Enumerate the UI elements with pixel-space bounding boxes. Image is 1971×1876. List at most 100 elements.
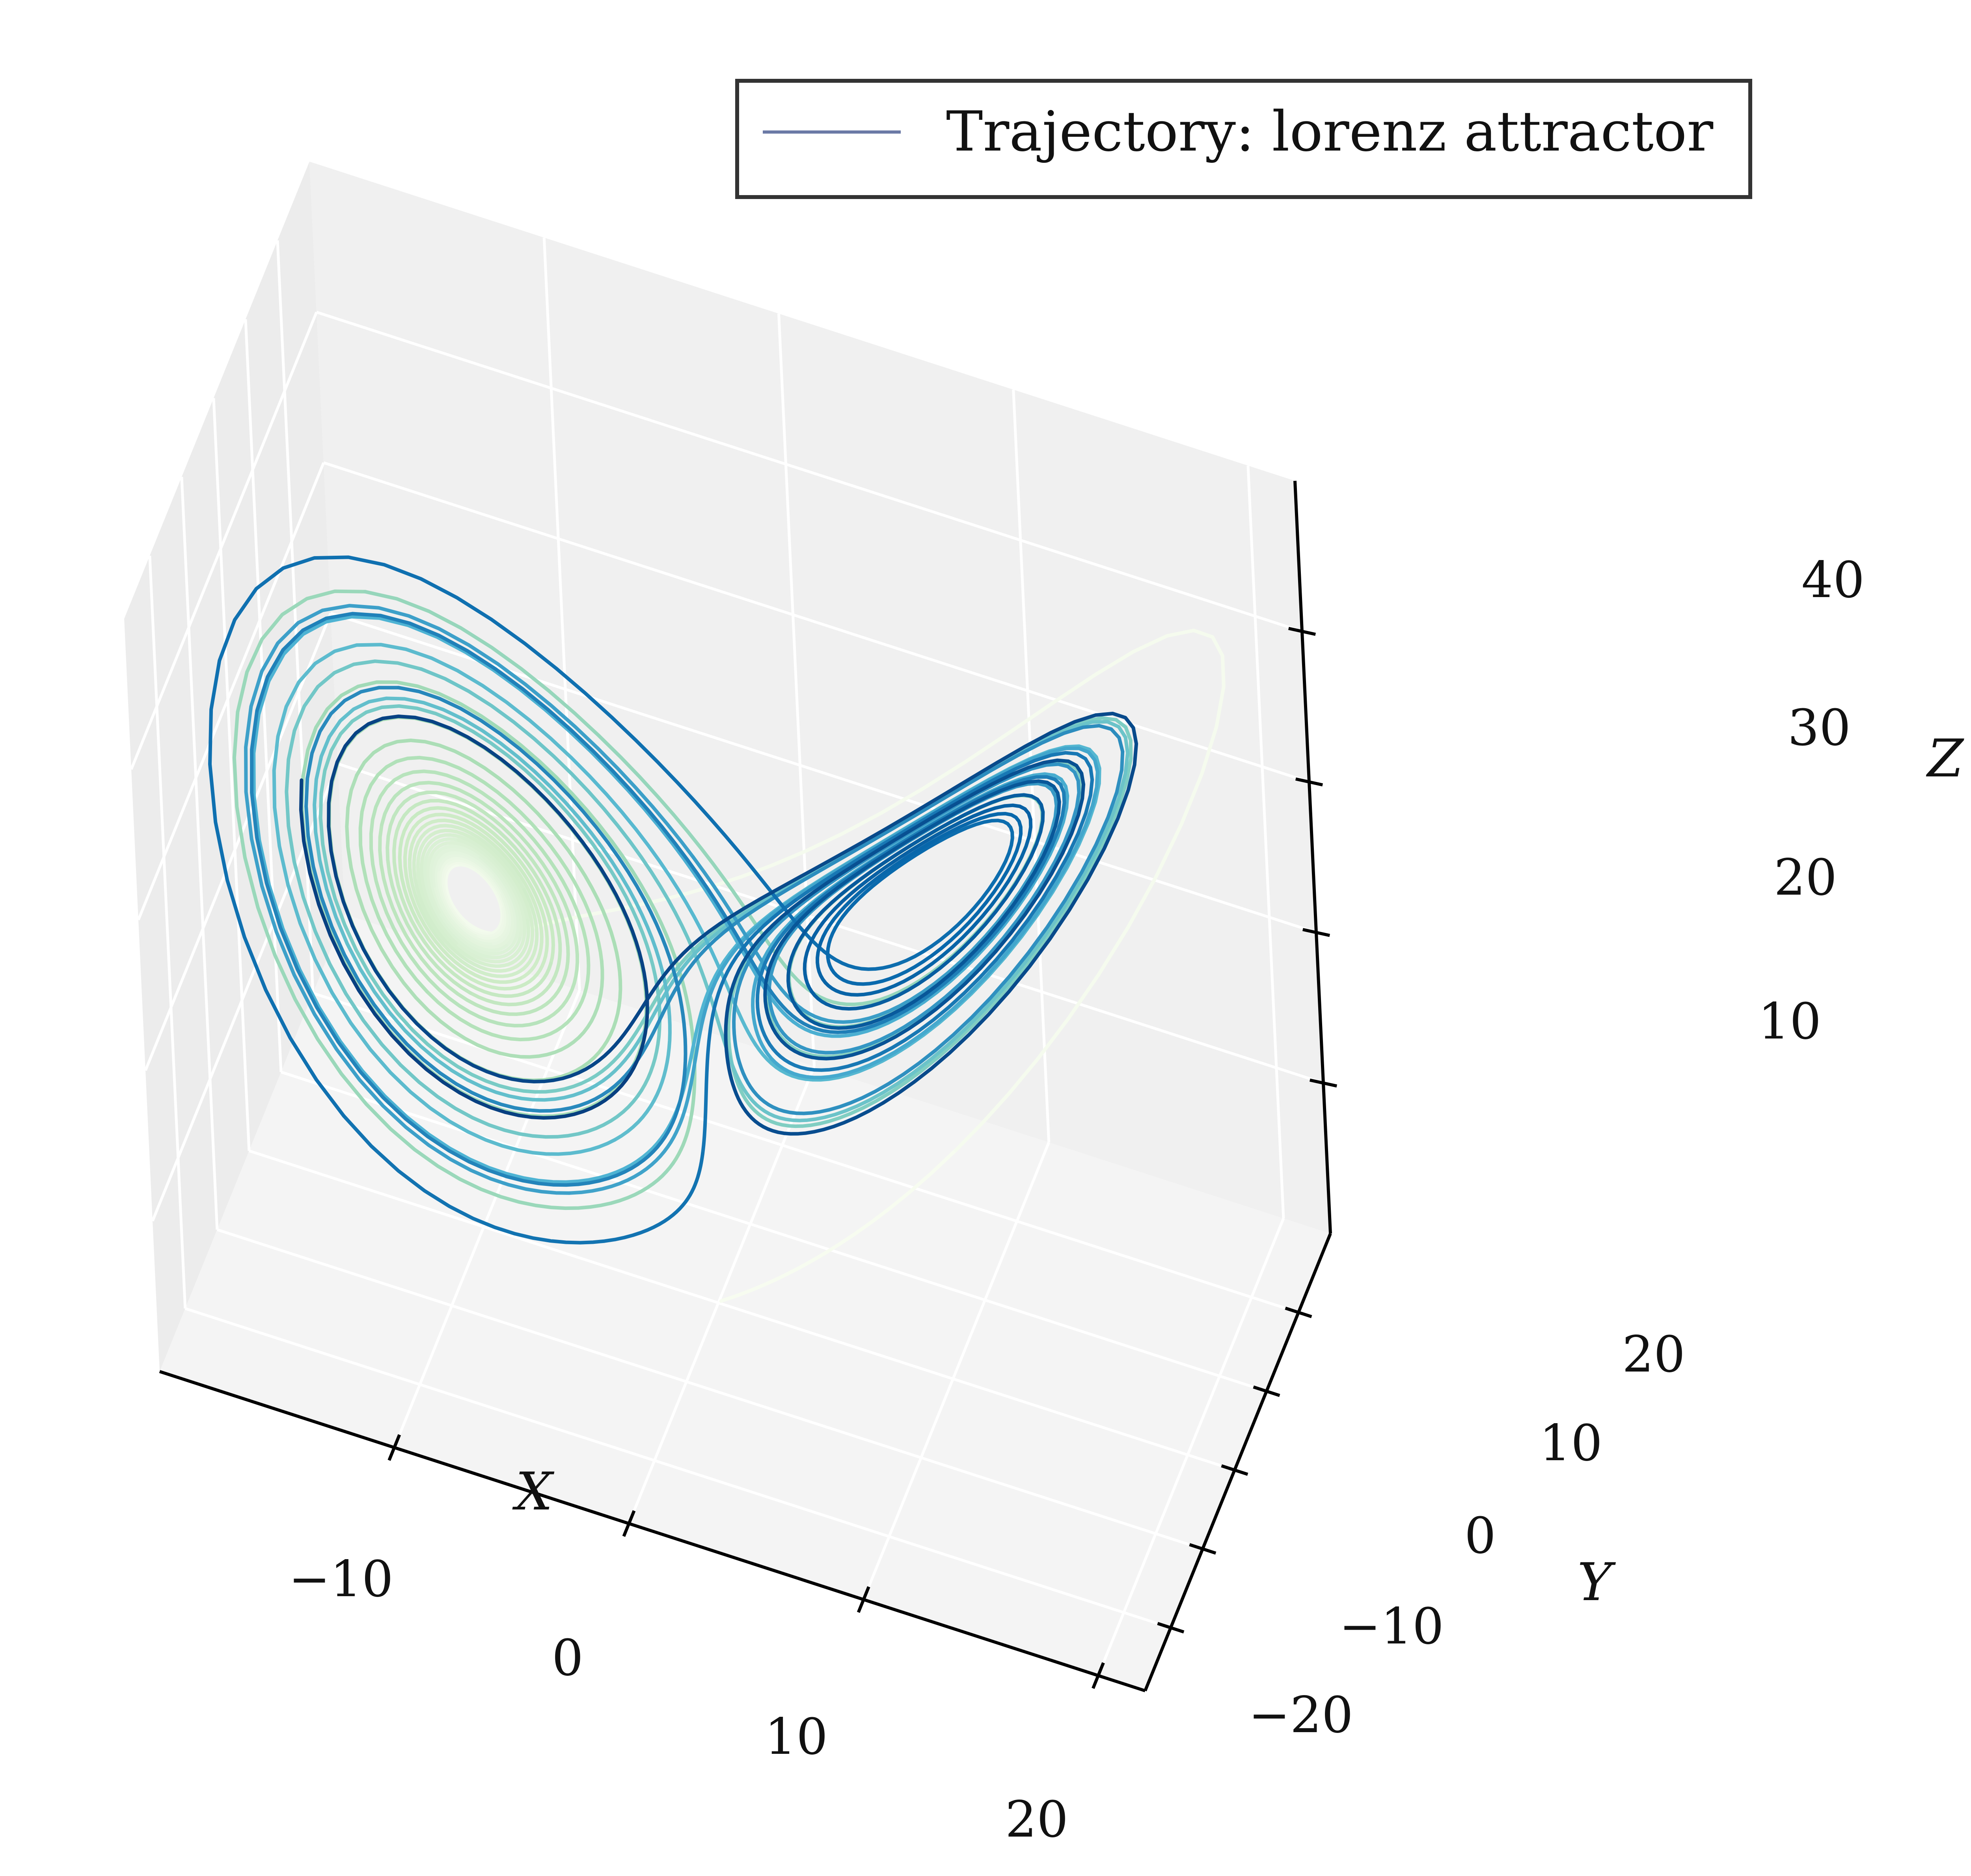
trajectory-segment [350,924,693,1083]
y-tick-label-4: 20 [1622,1325,1685,1383]
grid-line-floor-y [184,1307,1171,1629]
grid-line-back-z [323,461,1310,784]
trajectory-segment [423,837,522,960]
trajectory-segment [408,857,539,978]
y-tick-label-1: −10 [1339,1597,1444,1655]
trajectory-segment [755,845,896,1072]
trajectory-segment [748,720,1130,1122]
trajectory-segment [433,851,497,946]
trajectory-segment [537,629,1226,1152]
legend-entry-label: Trajectory: lorenz attractor [946,100,1713,164]
trajectory-segment [244,604,695,1195]
trajectory-segment [432,875,515,949]
trajectory-segment [816,817,1033,997]
trajectory-segment [436,868,510,944]
z-axis-line [1293,480,1332,1234]
grid-line-left-z [130,311,318,770]
grid-line-back-x [542,237,581,991]
grid-line-back-z [316,311,1303,633]
grid-line-floor-x [393,990,581,1448]
trajectory-segment [319,710,642,1094]
trajectory-segment [380,781,579,1020]
trajectory-segment [428,844,508,953]
grid-line-floor-x [628,1066,816,1524]
trajectory-segment [567,987,714,1195]
y-axis-tick [1253,1385,1280,1397]
trajectory-segment [728,864,1094,1128]
trajectory-segment [313,696,598,1102]
trajectory-segment [208,555,826,1118]
trajectory-segment [803,803,1032,1006]
grid-line-floor-x [1097,1218,1285,1676]
grid-line-floor-y [248,1149,1235,1472]
y-tick-label-3: 10 [1539,1414,1602,1472]
x-axis-tick-labels: −10 0 10 20 [289,1550,1068,1848]
trajectory-segment [408,819,544,981]
trajectory-segment [345,773,604,1059]
trajectory-segment [763,933,998,1061]
y-axis-tick [1189,1543,1217,1555]
trajectory-segment [738,750,1125,1115]
axis-lines [159,480,1338,1692]
z-axis-tick-labels: 10 20 30 40 [1758,551,1865,1050]
x-axis-line [159,1370,1146,1692]
trajectory-segment [358,756,604,994]
trajectory-segment [425,817,591,1042]
trajectory-segment [437,856,520,956]
trajectory-segment [785,779,1061,1011]
x-tick-label-0: −10 [289,1550,393,1608]
trajectory-segment [285,659,643,1139]
trajectory-segment [431,847,518,948]
trajectory-segment [824,793,1045,1011]
grid-line-back-x [1246,465,1285,1219]
trajectory-segment [299,778,649,1120]
legend-frame [735,79,1752,199]
grid-line-floor-y [280,1070,1267,1393]
y-tick-label-2: 0 [1464,1507,1496,1565]
trajectory-segment [786,844,912,1030]
y-axis-label: Y [1577,1552,1616,1613]
trajectory-segment [386,791,563,995]
trajectory-segment [403,813,522,984]
trajectory-segment [440,861,506,938]
y-axis-tick [1157,1622,1185,1634]
grid-line-left-y [148,555,187,1309]
grid-line-back-z [330,612,1317,934]
trajectory-segment [629,912,773,1167]
trajectory-segment [822,819,1014,971]
z-tick-label-2: 30 [1788,699,1851,757]
x-axis-tick [1092,1662,1105,1689]
y-tick-label-0: −20 [1248,1686,1353,1744]
x-axis-tick [622,1510,636,1537]
z-tick-label-1: 20 [1774,849,1837,906]
x-tick-label-3: 20 [1005,1790,1068,1848]
trajectory-segment [793,751,1094,1070]
x-tick-label-2: 10 [765,1708,828,1766]
trajectory-segment [304,686,641,1113]
trajectory-segment [419,833,530,945]
trajectory-segment [729,758,1086,994]
trajectory-segment [637,724,1125,1060]
x-tick-label-1: 0 [552,1629,583,1687]
trajectory-segment [397,686,687,1107]
trajectory-segment [355,739,622,1060]
z-axis-tick [1295,777,1323,787]
trajectory-segment [392,799,553,998]
back-pane [309,162,1330,1234]
trajectory-segment [724,990,885,1136]
trajectory-segment [255,612,812,1029]
trajectory-segment [272,643,617,1156]
trajectory-segment [445,800,562,1007]
trajectory-segment [369,769,550,1027]
grid-line-floor-y [216,1228,1203,1550]
grid-line-back-x [777,313,816,1066]
z-axis-tick [1288,627,1316,636]
trajectory-segment [232,589,675,1210]
grid-line-floor-x [862,1142,1050,1600]
trajectory-segment [719,1148,958,1303]
grid-line-left-z [144,612,332,1071]
trajectory-segment [378,823,570,1016]
trajectory-segment [412,824,526,971]
y-axis-tick-labels: −20 −10 0 10 20 [1248,1325,1685,1744]
y-axis-tick [1285,1306,1312,1318]
